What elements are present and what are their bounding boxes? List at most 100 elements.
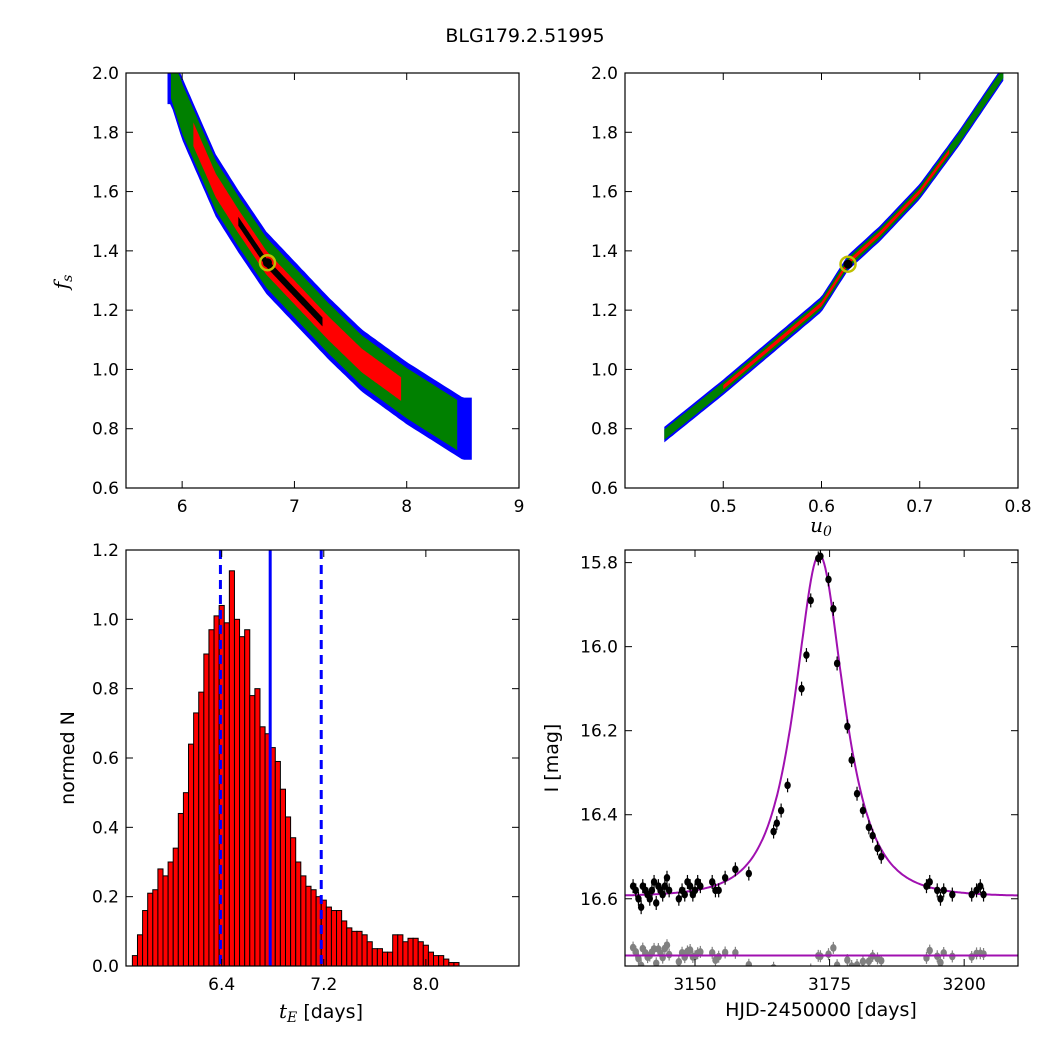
data-point xyxy=(980,890,987,899)
data-point xyxy=(865,823,873,832)
best-fit-ring xyxy=(839,255,857,273)
data-point xyxy=(803,651,810,659)
data-point xyxy=(715,886,722,895)
histogram-bar xyxy=(167,861,174,967)
contour-2sigma xyxy=(170,73,458,451)
y-tick-label: 1.2 xyxy=(92,301,119,321)
histogram-bar xyxy=(417,941,424,967)
residual-point xyxy=(635,954,642,963)
data-point xyxy=(859,806,867,815)
histogram-bar xyxy=(177,812,184,967)
histogram-bar xyxy=(279,788,286,967)
histogram-bar xyxy=(136,934,144,967)
y-tick-label: 2.0 xyxy=(591,64,618,84)
histogram-bar xyxy=(193,712,200,967)
histogram-bar xyxy=(330,910,338,967)
histogram-bar xyxy=(233,618,241,967)
x-tick-label: 9 xyxy=(514,497,525,517)
data-point xyxy=(874,844,881,853)
data-point xyxy=(817,552,824,561)
residual-point xyxy=(859,957,867,966)
x-tick-label: 3150 xyxy=(673,975,716,995)
histogram-bar xyxy=(208,629,215,967)
histogram-bar xyxy=(131,955,138,967)
residual-point xyxy=(878,956,885,965)
histogram-bar xyxy=(336,910,343,967)
data-point xyxy=(973,886,980,895)
data-point xyxy=(665,886,673,895)
data-point xyxy=(784,781,791,790)
y-tick-label: 0.6 xyxy=(591,479,618,499)
histogram-bar xyxy=(325,906,332,967)
histogram-bar xyxy=(392,934,399,967)
x-tick-label: 8.0 xyxy=(412,975,439,995)
histogram-bar xyxy=(433,955,440,967)
histogram-bar xyxy=(295,861,302,967)
histogram-bar xyxy=(182,792,190,967)
data-point xyxy=(681,890,688,899)
residual-point xyxy=(937,958,944,966)
x-tick-label: 3175 xyxy=(808,975,851,995)
histogram-bar xyxy=(203,653,210,967)
residual-point xyxy=(865,957,873,966)
data-point xyxy=(853,789,861,798)
data-point xyxy=(732,865,739,874)
histogram-bar xyxy=(152,889,159,967)
figure-title: BLG179.2.51995 xyxy=(445,25,604,47)
histogram-bar xyxy=(198,691,205,967)
histogram-bar xyxy=(259,726,266,967)
histogram-bar xyxy=(249,695,256,967)
y-tick-label: 1.8 xyxy=(591,123,618,143)
data-point xyxy=(848,756,855,764)
x-axis-label-hist-unit: [days] xyxy=(297,1001,363,1023)
y-tick-label: 0.6 xyxy=(92,479,119,499)
histogram-bar xyxy=(310,889,317,967)
y-tick-label: 1.0 xyxy=(92,610,119,630)
residual-point xyxy=(853,961,861,966)
data-point xyxy=(709,878,716,886)
x-tick-label: 0.6 xyxy=(808,497,835,517)
y-tick-label: 1.4 xyxy=(92,242,119,262)
histogram-bar xyxy=(412,937,419,967)
data-point xyxy=(937,894,944,903)
residual-point xyxy=(721,948,729,957)
y-tick-label: 1.2 xyxy=(591,301,618,321)
data-point xyxy=(650,878,658,886)
histogram-bar xyxy=(254,688,261,967)
histogram-bar xyxy=(162,875,169,967)
data-point xyxy=(844,722,851,731)
residual-point xyxy=(844,956,851,964)
histogram-bar xyxy=(157,868,164,967)
histogram-bar xyxy=(142,910,149,967)
residual-point xyxy=(686,946,694,954)
histogram-bar xyxy=(305,885,312,967)
y-tick-label: 16.6 xyxy=(580,890,618,910)
histogram-bar xyxy=(356,930,363,967)
data-point xyxy=(926,878,933,886)
data-point xyxy=(934,886,941,895)
plot-frame xyxy=(624,549,1019,967)
residual-point xyxy=(637,961,645,966)
data-point xyxy=(869,831,876,840)
histogram-bar xyxy=(346,927,353,967)
panel-fs-vs-u0: u0 0.5 0.6 0.7 0.80.60.81.01.21.41.61.82.0 xyxy=(591,64,1032,540)
histogram-bar xyxy=(371,948,378,967)
y-tick-label: 16.0 xyxy=(580,638,618,658)
residual-point xyxy=(675,957,683,966)
y-tick-label: 2.0 xyxy=(92,64,119,84)
y-tick-label: 0.4 xyxy=(92,818,119,838)
histogram-bar xyxy=(290,837,297,967)
x-tick-label: 7 xyxy=(289,497,300,517)
y-axis-label-hist: normed N xyxy=(57,711,79,805)
histogram-bar xyxy=(397,934,404,967)
residual-point xyxy=(830,944,837,952)
x-tick-label: 6.4 xyxy=(208,975,235,995)
residual-point xyxy=(825,950,832,958)
y-tick-label: 1.6 xyxy=(591,183,618,203)
histogram-bar xyxy=(381,951,389,967)
contour-2sigma xyxy=(664,73,1004,440)
histogram-bar xyxy=(387,951,394,967)
histogram-bar xyxy=(427,951,435,967)
plot-frame xyxy=(125,72,520,489)
contour-best-region xyxy=(238,216,323,327)
